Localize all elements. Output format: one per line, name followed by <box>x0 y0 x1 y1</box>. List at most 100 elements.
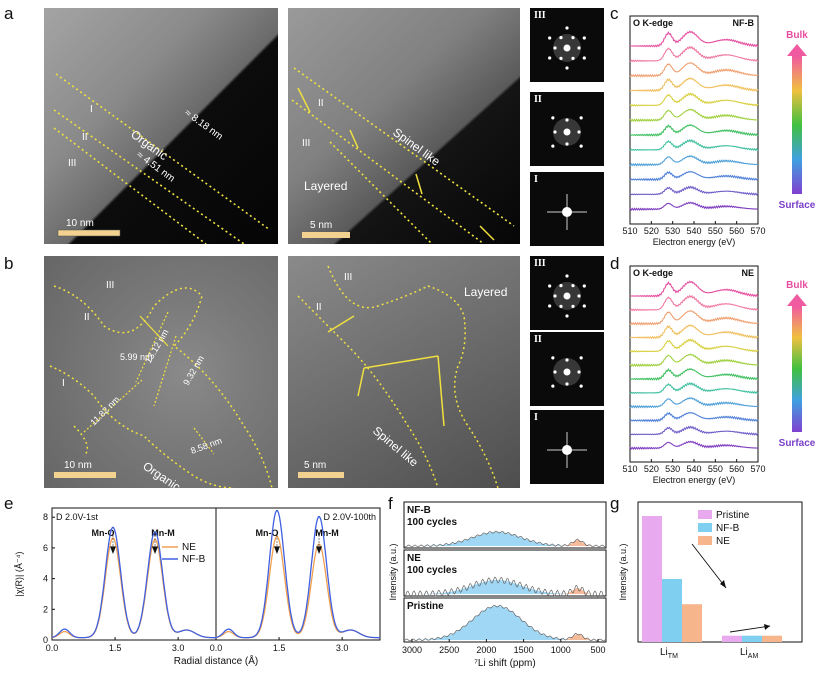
fft-spot <box>565 274 569 278</box>
eels-spectrum <box>629 155 759 167</box>
surface-label: Surface <box>779 200 816 211</box>
bar-pristine <box>722 635 742 642</box>
eels-spectrum <box>629 201 759 212</box>
scale-bar <box>302 232 350 238</box>
eels-spectrum <box>629 397 759 409</box>
fft-spot <box>582 304 586 308</box>
eels-spectrum <box>629 425 759 436</box>
fft-center-spot <box>563 368 571 376</box>
nmr-subplot-frame <box>403 549 607 597</box>
peak-arrow <box>109 546 116 555</box>
legend-label: NF-B <box>716 523 740 534</box>
region-label-iii: III <box>68 158 76 169</box>
fft-spot <box>565 26 569 30</box>
x-tick-label: 2000 <box>476 645 496 655</box>
scale-bar-label: 5 nm <box>304 460 326 471</box>
fft-spot <box>548 284 552 288</box>
eels-spectrum <box>629 353 759 368</box>
scale-bar-label: 10 nm <box>64 460 92 471</box>
x-tick-label: 3.0 <box>336 643 349 653</box>
fft-spot <box>548 56 552 60</box>
fft-inset: III <box>530 256 604 330</box>
thickness-label-5: 8.58 nm <box>189 435 223 456</box>
fft-spot <box>579 356 583 360</box>
mn-o-label: Mn-O <box>91 528 114 538</box>
layered-label: Layered <box>464 285 507 299</box>
fft-center-spot <box>562 207 572 217</box>
x-tick-label: 550 <box>708 226 723 236</box>
eels-spectrum <box>629 411 759 423</box>
tem-image-a2: II III Spinel like Layered 5 nm <box>288 8 520 244</box>
x-tick-label: 1.5 <box>109 643 122 653</box>
x-tick-label: 530 <box>665 464 680 474</box>
y-tick-label: 2 <box>43 604 48 614</box>
peak-arrow <box>152 546 159 555</box>
eels-spectrum <box>629 45 759 63</box>
x-tick-label: 530 <box>665 226 680 236</box>
bar-ne <box>682 604 702 642</box>
fft-spot <box>577 370 581 374</box>
eels-spectrum <box>629 77 759 93</box>
nmr-spectrum <box>403 530 607 548</box>
eels-spectrum <box>629 138 759 152</box>
eels-spectrum <box>629 62 759 78</box>
trend-arrow-head <box>764 624 770 630</box>
eels-spectrum <box>629 108 759 123</box>
tem-image-b1: III II I Organic 5.99 nm 13.12 nm 9.32 n… <box>44 256 278 488</box>
spinel-label: Spinel like <box>390 125 443 169</box>
boundary-line <box>55 73 271 231</box>
fft-spot <box>571 56 575 60</box>
eels-spectrum <box>629 310 759 326</box>
fft-spot <box>565 382 569 386</box>
nmr-spectrum <box>403 604 607 642</box>
x-axis-label: Electron energy (eV) <box>653 237 736 247</box>
y-axis-label: |χ(R)| (Å⁻⁴) <box>14 551 24 596</box>
trend-arrow <box>691 543 727 589</box>
gradient-arrow <box>792 306 802 432</box>
x-tick-label: 1.5 <box>273 643 286 653</box>
fft-spot <box>553 46 557 50</box>
x-tick-label: 550 <box>708 464 723 474</box>
panel-label-f: f <box>388 494 393 513</box>
x-tick-label: 570 <box>750 226 765 236</box>
fft-label: I <box>534 412 538 423</box>
fft-spot <box>553 370 557 374</box>
fft-spot <box>579 384 583 388</box>
layered-label: Layered <box>304 179 347 193</box>
plot-frame <box>637 501 803 643</box>
eels-spectrum <box>629 440 759 451</box>
scale-bar <box>298 472 344 478</box>
legend-label: NF-B <box>182 554 206 565</box>
panel-label-c: c <box>610 4 619 23</box>
fft-spot <box>551 384 555 388</box>
region-label-ii: II <box>318 98 324 109</box>
nmr-label: 100 cycles <box>407 565 457 576</box>
fft-spot <box>582 56 586 60</box>
mn-m-label: Mn-M <box>151 528 175 538</box>
bar-plot-g: Intensity (a.u.) Pristine NF-B NE LiTM LiAM <box>618 501 803 660</box>
region-label-iii: III <box>106 280 114 291</box>
fft-label: II <box>534 94 542 105</box>
eels-spectrum <box>629 92 759 107</box>
panel-label-d: d <box>610 254 620 273</box>
region-label-ii: II <box>84 312 90 323</box>
fft-center-spot <box>563 128 571 136</box>
nmr-peak-fill-orange <box>404 588 606 594</box>
fft-spot <box>579 144 583 148</box>
panel-label-a: a <box>4 4 14 23</box>
nmr-label: Pristine <box>407 601 444 612</box>
nmr-subplot-frame <box>403 501 607 549</box>
peak-arrow <box>316 546 323 555</box>
fft-spot <box>559 284 563 288</box>
boundary-line <box>53 127 207 244</box>
eels-spectrum <box>630 280 759 298</box>
gradient-arrow <box>792 56 802 194</box>
scale-bar <box>54 472 116 478</box>
region-label-i: I <box>62 378 65 389</box>
x-tick-label: 510 <box>622 464 637 474</box>
x-tick-label: 540 <box>686 226 701 236</box>
fft-spot <box>559 36 563 40</box>
y-axis-label: Intensity (a.u.) <box>388 543 398 600</box>
eels-spectrum <box>629 338 759 353</box>
